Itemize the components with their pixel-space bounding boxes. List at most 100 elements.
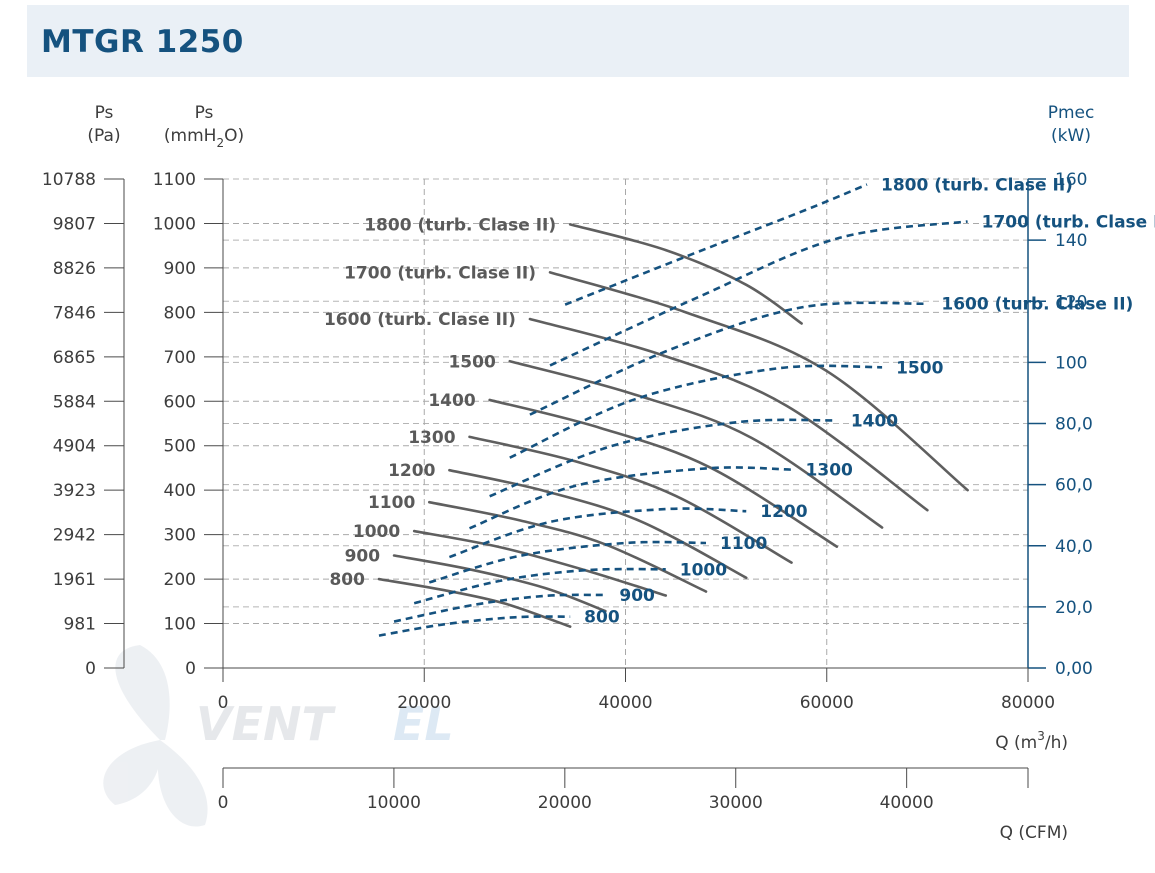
pmec-axis-title: Pmec [1048,103,1095,123]
q-m3h-tick-label: 80000 [1001,693,1055,713]
mmh2o-tick-label: 1000 [153,214,196,234]
mmh2o-axis-title: Ps [195,103,214,123]
pa-axis-unit: (Pa) [87,126,120,146]
power-curve-label-1600: 1600 (turb. Clase II) [941,295,1133,315]
power-curve-1100 [428,540,707,584]
mmh2o-tick-label: 500 [164,437,196,457]
pmec-tick-label: 20,0 [1055,598,1093,618]
power-curve-800 [378,615,571,637]
pmec-tick-label: 100 [1055,353,1087,373]
axes: 10788 9807 8826 7846 6865 5884 4904 3923 2942 196… [42,170,1093,813]
pressure-curve-1500 [508,359,884,529]
mmh2o-unit-pre: (mmH [164,126,217,146]
pressure-curve-label-1800: 1800 (turb. Clase II) [364,215,556,235]
pressure-curve-label-1600: 1600 (turb. Clase II) [324,310,516,330]
mmh2o-tick-label: 300 [164,526,196,546]
pressure-curve-1300 [468,435,793,564]
grid-lines [223,178,1028,668]
pmec-tick-label: 40,0 [1055,537,1093,557]
power-curve-1500 [509,364,883,459]
pa-tick-label: 1961 [53,570,96,590]
power-curve-900 [393,593,606,623]
power-curve-label-1000: 1000 [680,560,727,580]
mmh2o-unit-sub: 2 [216,136,224,150]
pressure-curve-800 [377,577,572,628]
mmh2o-tick-label: 400 [164,481,196,501]
power-curve-1400 [489,418,837,498]
pmec-tick-label: 140 [1055,231,1087,251]
pressure-curve-1800 [568,223,803,325]
power-curve-1300 [469,466,792,530]
power-curve-label-1400: 1400 [851,411,898,431]
ventel-logo-watermark: VENT EL [103,645,454,827]
q-m3h-label-sup: 3 [1037,729,1045,743]
power-curve-label-1100: 1100 [720,534,767,554]
pa-tick-label: 2942 [53,526,96,546]
q-m3h-tick-label: 60000 [800,693,854,713]
power-curve-label-1700: 1700 (turb. Clase II) [982,212,1155,232]
pmec-axis-unit: (kW) [1051,126,1091,146]
power-curve-label-1800: 1800 (turb. Clase II) [881,176,1073,196]
pressure-curve-1200 [448,468,748,580]
mmh2o-unit-post: O) [224,126,244,146]
q-cfm-axis-title: Q (CFM) [1000,823,1068,843]
mmh2o-tick-label: 100 [164,615,196,635]
power-curve-label-1300: 1300 [806,461,853,481]
power-curve-1800 [564,183,868,306]
q-m3h-axis-title: Q (m3/h) [995,729,1068,753]
pa-tick-label: 9807 [53,214,96,234]
curve-labels: 800 900 1000 1100 1200 1300 1400 1500 1600 (turb… [324,176,1155,628]
power-curve-1200 [448,507,747,559]
q-cfm-tick-label: 10000 [367,793,421,813]
q-m3h-tick-label: 0 [218,693,229,713]
pressure-curve-label-1000: 1000 [353,522,400,542]
pa-tick-label: 6865 [53,348,96,368]
pressure-curve-1400 [488,398,839,548]
mmh2o-tick-label: 1100 [153,170,196,190]
ventel-logo-text: VENT [196,697,337,751]
ventel-logo-text-el: EL [393,697,454,751]
power-curve-label-1200: 1200 [760,502,807,522]
pressure-curve-label-1700: 1700 (turb. Clase II) [344,263,536,283]
pressure-curve-1100 [427,500,708,593]
pa-tick-label: 981 [64,615,96,635]
pa-tick-label: 0 [85,659,96,679]
power-curve-1600 [529,301,928,416]
pressure-curve-1600 [528,317,929,512]
q-m3h-label-pre: Q (m [995,733,1037,753]
q-m3h-tick-label: 20000 [397,693,451,713]
q-cfm-tick-label: 0 [218,793,229,813]
pmec-tick-label: 160 [1055,170,1087,190]
fan-blades-graphic [103,645,208,827]
power-curve-1700 [549,220,968,367]
pressure-curve-label-800: 800 [329,570,365,590]
pa-tick-label: 3923 [53,481,96,501]
pmec-tick-label: 60,0 [1055,476,1093,496]
pa-tick-label: 7846 [53,303,96,323]
pressure-curve-1700 [548,271,969,492]
power-curve-label-800: 800 [584,608,620,628]
pressure-curve-label-1500: 1500 [448,352,495,372]
pressure-curve-label-1200: 1200 [388,461,435,481]
mmh2o-tick-label: 700 [164,348,196,368]
pmec-tick-label: 80,0 [1055,415,1093,435]
q-cfm-tick-label: 20000 [538,793,592,813]
power-curve-label-1500: 1500 [896,358,943,378]
chart-title: MTGR 1250 [41,24,244,60]
mmh2o-tick-label: 200 [164,570,196,590]
pressure-curve-label-1300: 1300 [408,428,455,448]
pa-tick-label: 5884 [53,392,96,412]
data-curves [377,183,969,637]
pressure-curve-label-1100: 1100 [368,493,415,513]
pressure-curve-1000 [412,529,668,597]
pa-tick-label: 8826 [53,259,96,279]
mmh2o-tick-label: 900 [164,259,196,279]
q-cfm-tick-label: 30000 [709,793,763,813]
pa-axis-title: Ps [95,103,114,123]
mmh2o-tick-label: 800 [164,303,196,323]
title-bar: MTGR 1250 [27,5,1129,77]
pressure-curve-label-900: 900 [345,547,381,567]
pmec-tick-label: 120 [1055,292,1087,312]
q-m3h-tick-label: 40000 [598,693,652,713]
q-m3h-label-post: /h) [1045,733,1068,753]
